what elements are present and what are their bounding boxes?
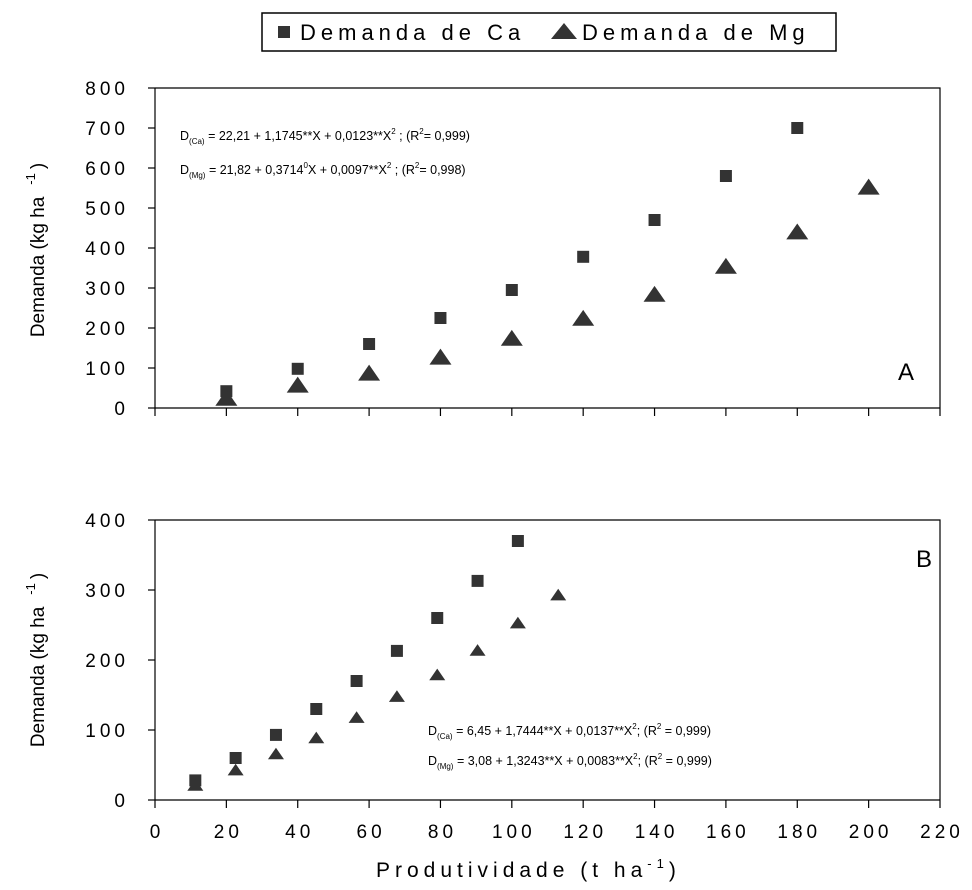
mg-point: [550, 588, 567, 601]
x-tick-label: 40: [285, 822, 314, 843]
y-tick-label: 0: [114, 791, 129, 812]
panel-b: 0 100 200 300 400 0 20 40 60 80 100 120 140 160 180 20…: [23, 511, 964, 843]
mg-point: [267, 747, 284, 760]
x-tick-label: 180: [777, 822, 821, 843]
panel-a-eq-mg: D(Mg) = 21,82 + 0,37140X + 0,0097**X2 ; …: [180, 161, 466, 180]
ca-point: [269, 728, 282, 741]
panel-b-label: B: [916, 546, 932, 573]
mg-point: [286, 376, 309, 393]
ca-point: [505, 284, 518, 296]
panel-a-x-ticks: [154, 408, 941, 416]
y-tick-label: 200: [85, 319, 129, 340]
mg-point: [500, 329, 523, 346]
mg-point: [348, 711, 365, 723]
legend-mg-label: Demanda de Mg: [582, 20, 810, 45]
ca-point: [511, 535, 524, 547]
mg-point: [572, 309, 595, 326]
mg-point: [187, 779, 204, 791]
legend-mg-marker: [551, 23, 577, 39]
ca-point: [431, 612, 444, 624]
panel-b-y-ticks: 0 100 200 300 400: [85, 511, 155, 812]
ca-point: [648, 214, 661, 226]
legend-ca-marker: [278, 26, 290, 38]
y-tick-label: 400: [85, 239, 129, 260]
ca-point: [310, 703, 323, 715]
y-tick-label: 500: [85, 199, 129, 220]
panel-a-y-ticks: 0 100 200 300 400 500 600 700 800: [85, 79, 155, 420]
mg-point: [429, 348, 452, 365]
x-tick-label: 60: [357, 822, 386, 843]
legend: Demanda de Ca Demanda de Mg: [261, 12, 837, 52]
mg-point: [429, 668, 446, 681]
y-tick-label: 200: [85, 651, 129, 672]
mg-point: [308, 731, 325, 744]
y-tick-label: 100: [85, 721, 129, 742]
y-tick-label: 600: [85, 159, 129, 180]
panel-b-points: [187, 535, 567, 791]
panel-b-eq-mg: D(Mg) = 3,08 + 1,3243**X + 0,0083**X2; (…: [428, 752, 712, 771]
y-tick-label: 800: [85, 79, 129, 100]
mg-point: [227, 763, 244, 776]
panel-a-y-label: Demanda (kg ha-1): [23, 163, 49, 337]
ca-point: [390, 644, 403, 657]
x-tick-label: 200: [849, 822, 893, 843]
mg-point: [857, 178, 880, 195]
y-tick-label: 0: [114, 399, 129, 420]
panel-a-label: A: [898, 359, 914, 386]
mg-point: [786, 223, 809, 240]
y-tick-label: 700: [85, 119, 129, 140]
panel-b-x-ticks: 0 20 40 60 80 100 120 140 160 180 200 220: [150, 800, 964, 843]
x-tick-label: 0: [150, 822, 165, 843]
y-tick-label: 300: [85, 279, 129, 300]
ca-point: [434, 312, 447, 324]
x-tick-label: 140: [635, 822, 679, 843]
legend-ca-label: Demanda de Ca: [300, 20, 525, 45]
panel-a: 0 100 200 300 400 500 600 700 800 Demanda (kg ha…: [23, 79, 941, 420]
ca-point: [791, 122, 804, 134]
panel-b-eq-ca: D(Ca) = 6,45 + 1,7444**X + 0,0137**X2; (…: [428, 722, 711, 741]
x-tick-label: 20: [214, 822, 243, 843]
ca-point: [719, 170, 732, 182]
y-tick-label: 400: [85, 511, 129, 532]
ca-point: [291, 362, 304, 375]
mg-point: [643, 285, 666, 302]
mg-point: [388, 690, 405, 702]
ca-point: [229, 752, 242, 764]
panel-a-frame: [155, 87, 941, 408]
mg-point: [469, 644, 486, 656]
mg-point: [215, 389, 238, 406]
x-tick-label: 220: [920, 822, 964, 843]
ca-point: [577, 250, 590, 263]
mg-point: [358, 364, 381, 381]
x-tick-label: 160: [706, 822, 750, 843]
ca-point: [471, 574, 484, 587]
mg-point: [509, 616, 526, 629]
panel-b-frame: [155, 519, 941, 800]
x-tick-label: 100: [492, 822, 536, 843]
x-axis-label: Produtividade (t ha-1): [376, 856, 681, 882]
x-tick-label: 80: [428, 822, 457, 843]
x-tick-label: 120: [563, 822, 607, 843]
ca-point: [363, 338, 376, 350]
ca-point: [350, 675, 363, 687]
y-tick-label: 300: [85, 581, 129, 602]
y-tick-label: 100: [85, 359, 129, 380]
legend-box: [261, 12, 837, 52]
panel-a-eq-ca: D(Ca) = 22,21 + 1,1745**X + 0,0123**X2 ;…: [180, 127, 470, 146]
panel-b-y-label: Demanda (kg ha-1): [23, 573, 49, 747]
mg-point: [714, 257, 737, 274]
panel-a-points: [215, 122, 880, 406]
